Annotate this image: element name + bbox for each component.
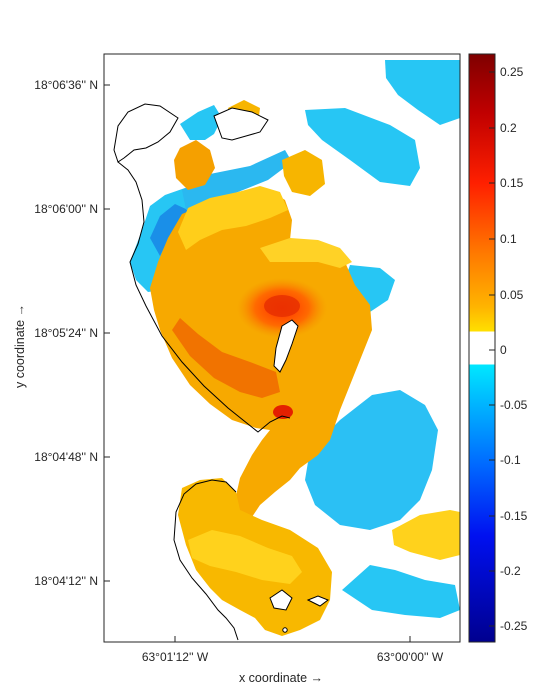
data-patch-orange-main: [150, 190, 372, 520]
x-tick-label: 63°00'00'' W: [377, 650, 444, 664]
data-patch-cyan-band: [182, 150, 292, 210]
colorbar-tick-label: -0.25: [500, 619, 528, 633]
data-hotspot-core: [264, 295, 300, 317]
colorbar-gradient: [468, 53, 496, 643]
colorbar-tick-label: -0.05: [500, 398, 528, 412]
colorbar-tick-label: -0.2: [500, 564, 521, 578]
data-patch-orange-north: [174, 140, 215, 190]
data-patch-yellow-south: [188, 530, 302, 584]
data-hotspot-south: [273, 405, 293, 419]
x-tick-label: 63°01'12'' W: [142, 650, 209, 664]
land-cay-north2: [213, 107, 269, 141]
y-tick-label: 18°04'48'' N: [34, 450, 98, 464]
data-patch-red-arc: [172, 318, 280, 398]
land-cay-north: [113, 103, 179, 163]
colorbar-tick-label: 0.1: [500, 232, 517, 246]
data-patch-blue-west: [150, 204, 188, 256]
axes-frame: [103, 53, 461, 643]
land-islet-south2: [306, 595, 330, 607]
y-axis: 18°06'36'' N 18°06'00'' N 18°05'24'' N 1…: [34, 78, 110, 588]
data-patch-cyan-north: [180, 105, 222, 140]
y-tick-label: 18°06'00'' N: [34, 202, 98, 216]
colorbar-tick-label: 0.2: [500, 121, 517, 135]
colorbar: 0.25 0.2 0.15 0.1 0.05 0 -0.05 -0.1 -0.1…: [468, 53, 528, 643]
data-patch-orange-east: [282, 150, 325, 196]
y-tick-label: 18°06'36'' N: [34, 78, 98, 92]
land-islet-small: [282, 627, 288, 633]
y-tick-label: 18°04'12'' N: [34, 574, 98, 588]
x-axis-title: x coordinate →: [239, 671, 323, 685]
colorbar-tick-label: 0: [500, 343, 507, 357]
colorbar-tick-label: 0.25: [500, 65, 524, 79]
data-patch-cyan-se2: [342, 565, 460, 618]
colorbar-tick-label: -0.1: [500, 453, 521, 467]
data-patch-yellow-se: [392, 510, 460, 560]
land-islet-center: [273, 319, 299, 373]
colorbar-tick-label: -0.15: [500, 509, 528, 523]
data-patch-cyan-ne: [385, 60, 460, 125]
data-patch-cyan-se: [305, 390, 438, 530]
colorbar-tick-label: 0.15: [500, 176, 524, 190]
coastline-west: [117, 161, 291, 433]
plot-area: [104, 54, 460, 642]
x-axis: 63°01'12'' W 63°00'00'' W: [142, 636, 444, 664]
colorbar-ticks: [489, 71, 495, 627]
data-patch-yellow-upper: [178, 186, 288, 250]
y-tick-label: 18°05'24'' N: [34, 326, 98, 340]
data-patch-cyan-east: [305, 108, 420, 186]
land-islet-south: [269, 589, 293, 611]
colorbar-tick-label: 0.05: [500, 288, 524, 302]
data-patch-yellow-band: [260, 238, 352, 268]
y-axis-title: y coordinate →: [13, 304, 27, 388]
coastline-south: [173, 479, 239, 641]
